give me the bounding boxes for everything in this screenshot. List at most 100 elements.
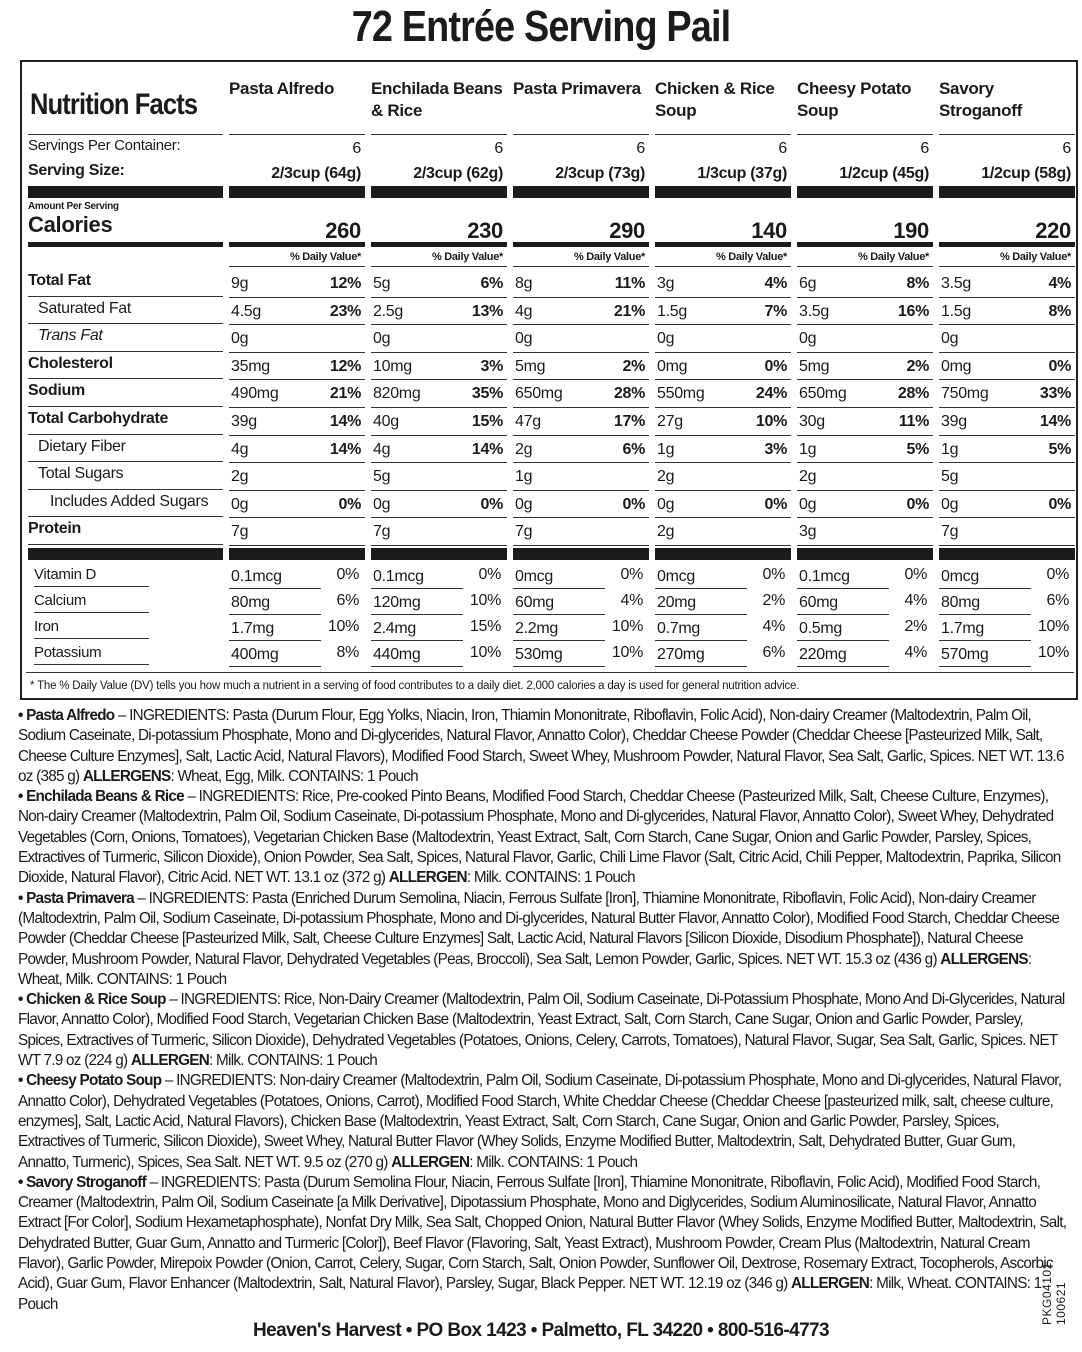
calories-value: 190: [893, 218, 929, 243]
nutrient-daily-value: 0%: [1048, 495, 1071, 513]
servings-value: 6: [352, 140, 361, 157]
servings-value: 6: [494, 140, 503, 157]
thick-bar: [797, 186, 933, 198]
amount-per-serving-label: Amount Per Serving: [28, 201, 119, 212]
nutrient-amount: 0g: [373, 330, 391, 348]
divider: [371, 640, 463, 641]
nutrition-facts-heading: Nutrition Facts: [30, 88, 198, 121]
thick-bar: [797, 548, 933, 560]
ingredient-text: – INGREDIENTS: Rice, Pre-cooked Pinto Be…: [18, 788, 1061, 887]
divider: [797, 324, 933, 326]
nutrient-daily-value: 4%: [1048, 275, 1071, 292]
vitamin-amount: 20mg: [657, 594, 696, 611]
vitamin-daily-value: 2%: [762, 592, 785, 609]
nutrient-daily-value: 17%: [613, 413, 645, 430]
serving-size-value: 2/3cup (62g): [413, 165, 503, 182]
divider: [939, 379, 1075, 381]
divider: [797, 296, 933, 298]
nutrient-daily-value: 16%: [897, 302, 929, 320]
divider: [229, 462, 365, 464]
vitamin-daily-value: 0%: [620, 566, 643, 583]
nutrient-amount: 0g: [657, 330, 675, 348]
vitamin-amount: 60mg: [799, 594, 838, 611]
nutrient-amount: 1g: [941, 440, 959, 458]
nutrient-amount: 550mg: [657, 385, 705, 403]
divider: [939, 351, 1075, 353]
divider: [371, 296, 507, 298]
ingredient-name: • Savory Stroganoff: [18, 1173, 147, 1191]
nutrient-daily-value: 0%: [906, 495, 929, 513]
divider: [229, 266, 365, 267]
divider: [655, 640, 747, 641]
divider: [797, 640, 889, 641]
vitamin-amount: 1.7mg: [941, 620, 984, 637]
divider: [26, 672, 1074, 673]
nutrient-amount: 5mg: [799, 357, 830, 375]
serving-size-value: 1/3cup (37g): [697, 165, 787, 182]
nutrient-daily-value: 8%: [906, 275, 929, 292]
divider: [797, 266, 933, 267]
divider: [34, 612, 149, 613]
nutrient-daily-value: 0%: [622, 495, 645, 513]
nutrient-amount: 7g: [373, 523, 391, 541]
divider: [797, 588, 889, 589]
servings-label: Servings Per Container:: [28, 137, 181, 154]
divider: [939, 434, 1075, 436]
vitamin-daily-value: 0%: [336, 566, 359, 583]
nutrient-daily-value: 0%: [480, 495, 503, 513]
divider: [939, 545, 1075, 546]
divider: [28, 488, 223, 490]
nutrient-daily-value: 11%: [614, 275, 646, 292]
page-title: 72 Entrée Serving Pail: [351, 2, 731, 51]
nutrient-amount: 4.5g: [231, 302, 261, 320]
daily-value-header: % Daily Value*: [999, 251, 1071, 263]
nutrient-label: Cholesterol: [28, 354, 113, 372]
vitamin-amount: 0.1mcg: [373, 568, 424, 585]
ingredient-paragraph: • Pasta Alfredo – INGREDIENTS: Pasta (Du…: [18, 706, 1068, 787]
divider: [797, 666, 889, 667]
divider: [797, 434, 933, 436]
divider: [371, 545, 507, 546]
vitamin-daily-value: 0%: [762, 566, 785, 583]
nutrient-amount: 7g: [941, 523, 959, 541]
thick-bar: [939, 186, 1075, 198]
vitamin-daily-value: 6%: [1046, 592, 1069, 609]
ingredient-paragraph: • Cheesy Potato Soup – INGREDIENTS: Non-…: [18, 1071, 1068, 1172]
nutrient-daily-value: 28%: [897, 385, 929, 403]
calories-value: 260: [325, 218, 361, 243]
nutrient-amount: 3.5g: [799, 302, 829, 320]
divider: [939, 640, 1031, 641]
divider: [797, 489, 933, 491]
vitamin-amount: 80mg: [941, 594, 980, 611]
divider: [513, 462, 649, 464]
product-name-header: Cheesy Potato Soup: [797, 79, 912, 120]
divider: [229, 379, 365, 381]
ingredient-name: • Cheesy Potato Soup: [18, 1072, 162, 1090]
ingredient-allergen-label: ALLERGEN: [130, 1052, 210, 1070]
divider: [655, 614, 747, 615]
package-code: PKG04101 100621: [1040, 1262, 1068, 1325]
divider: [34, 664, 149, 665]
divider: [371, 407, 507, 408]
nutrient-label: Saturated Fat: [38, 299, 132, 317]
divider: [513, 666, 605, 667]
divider: [34, 586, 149, 587]
thick-bar: [513, 186, 649, 198]
divider: [939, 407, 1075, 408]
divider: [513, 517, 649, 519]
vitamin-amount: 570mg: [941, 646, 989, 663]
divider: [371, 666, 463, 667]
vitamin-amount: 440mg: [373, 646, 421, 663]
thick-bar: [371, 186, 507, 198]
nutrient-daily-value: 6%: [480, 275, 503, 292]
nutrient-label: Total Sugars: [38, 465, 124, 483]
divider: [371, 517, 507, 519]
vitamin-label: Calcium: [34, 592, 87, 609]
divider: [797, 379, 933, 381]
vitamin-daily-value: 10%: [1037, 618, 1069, 635]
divider: [939, 517, 1075, 519]
divider: [513, 351, 649, 353]
divider: [371, 266, 507, 267]
divider: [513, 545, 649, 546]
calories-value: 230: [467, 218, 503, 243]
